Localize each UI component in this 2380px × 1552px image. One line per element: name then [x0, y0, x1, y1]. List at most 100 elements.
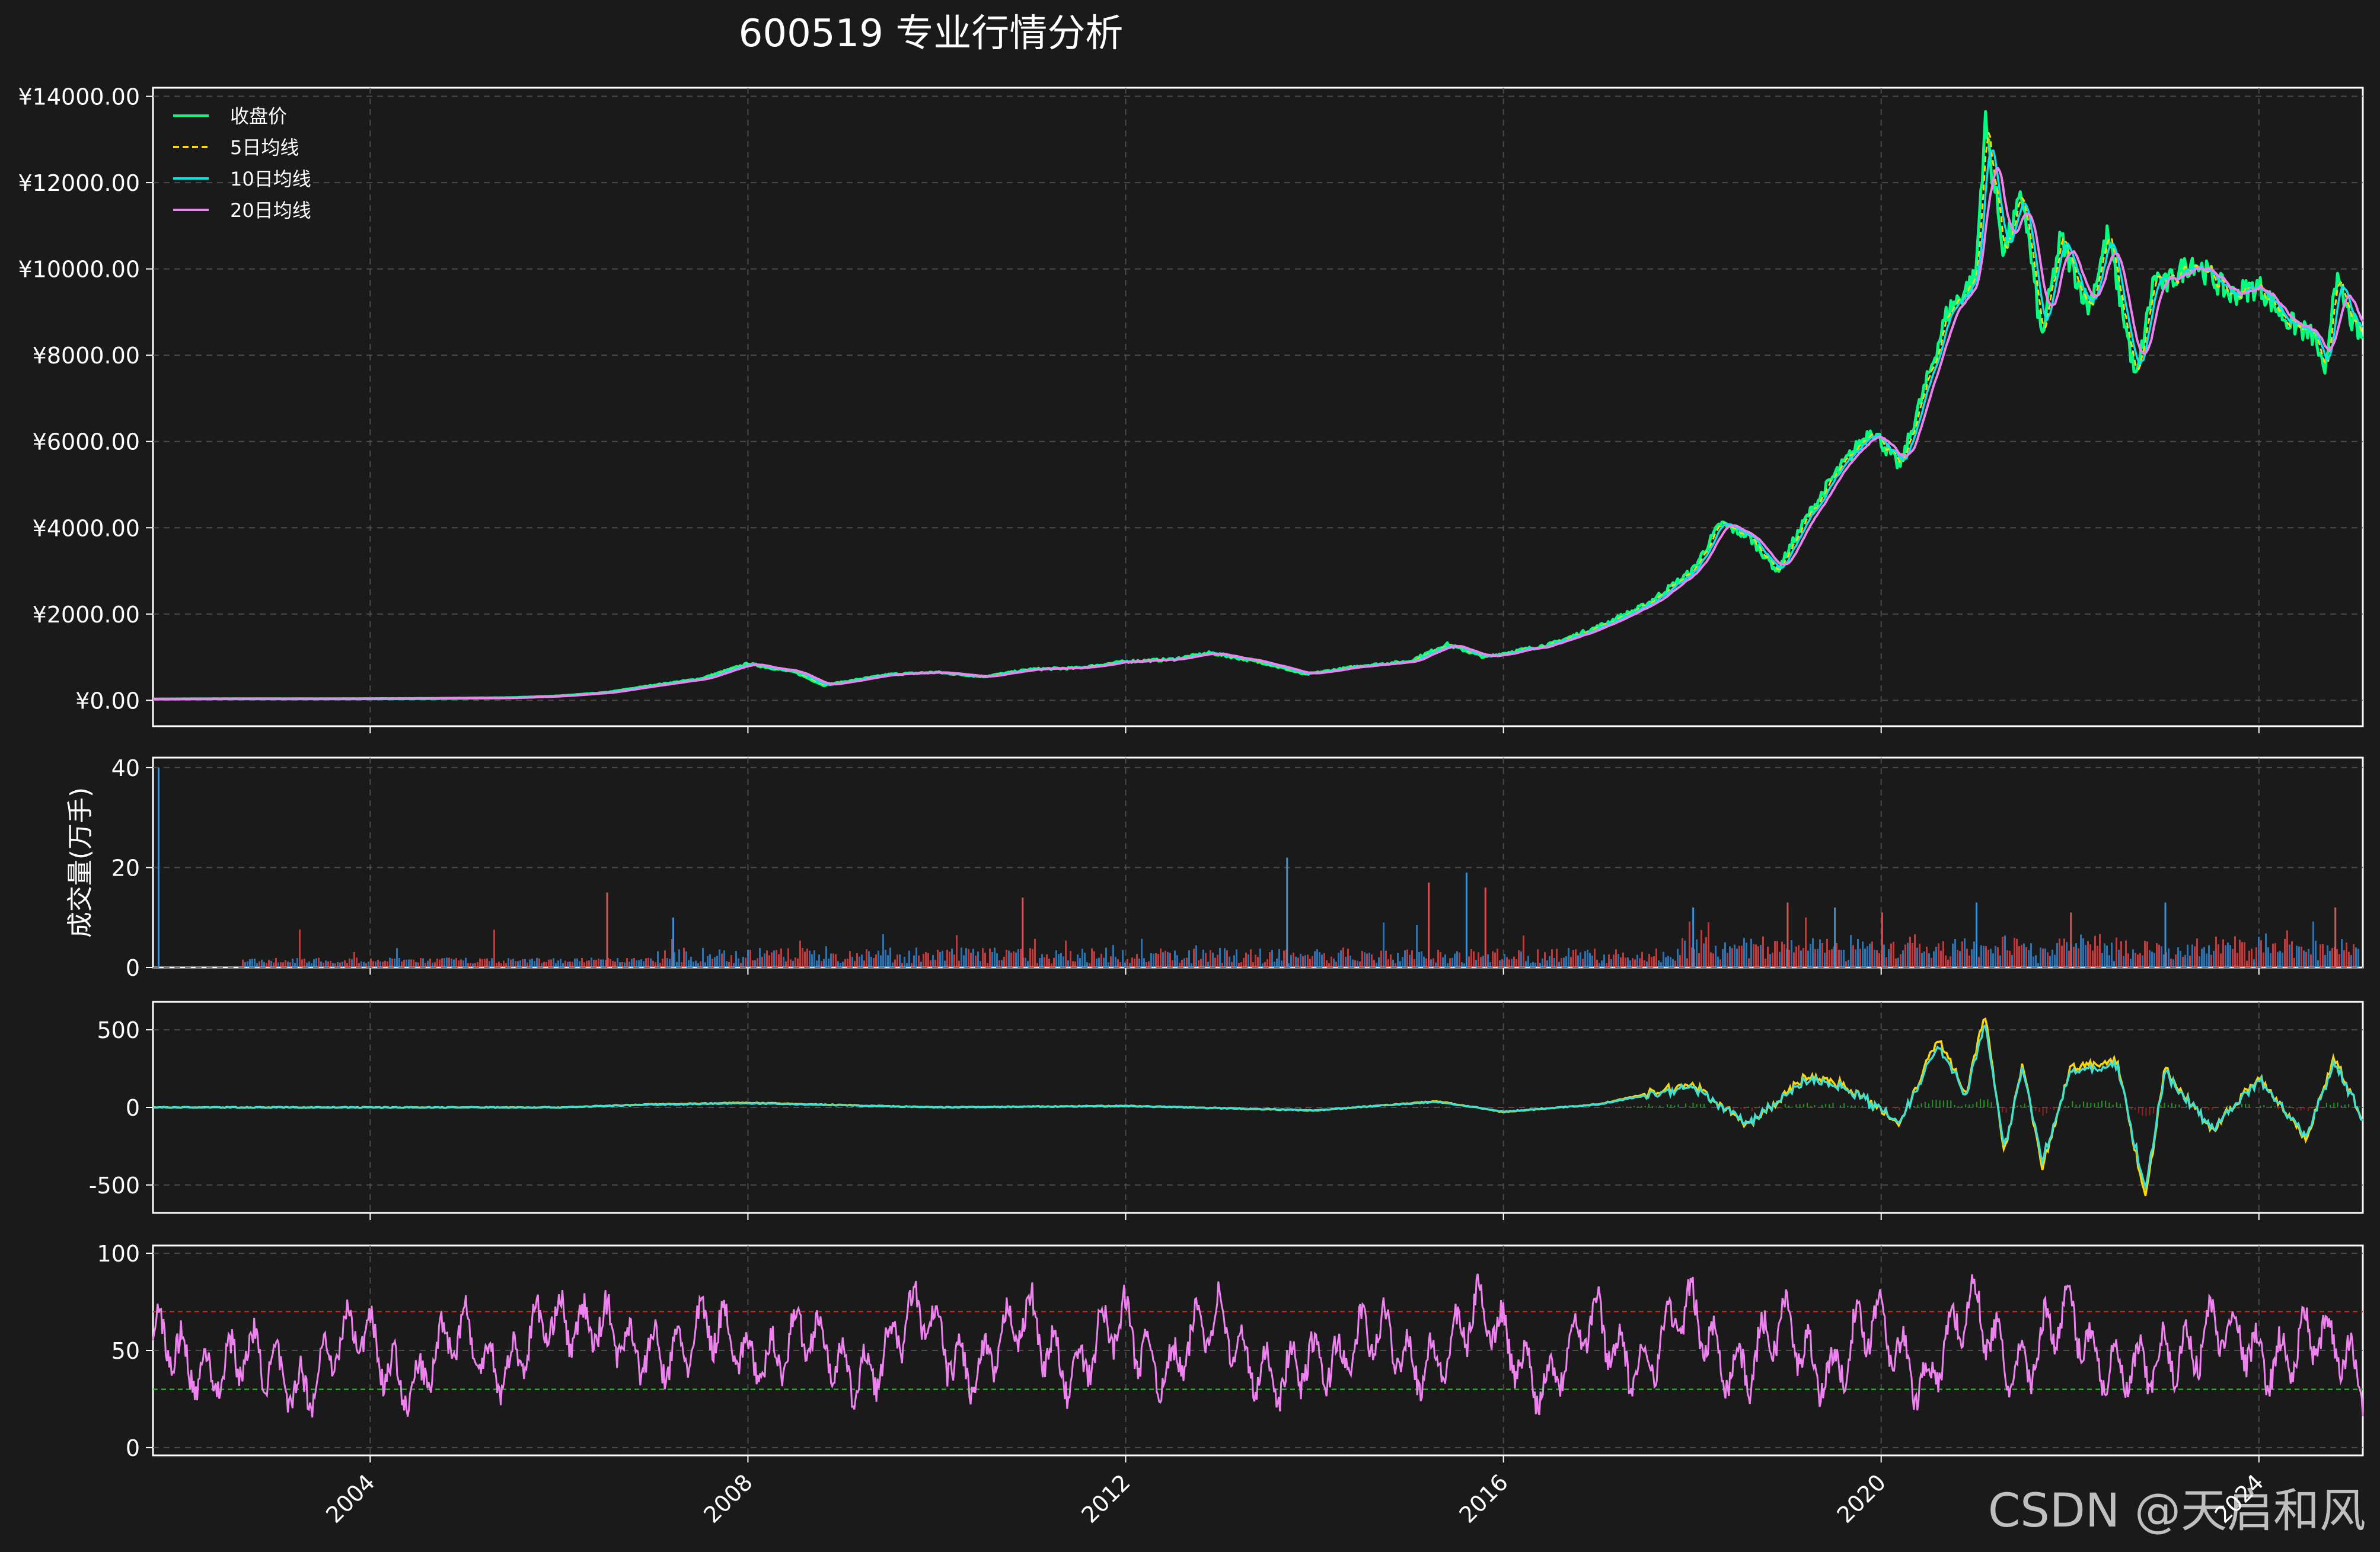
volume-bar: [1148, 961, 1150, 967]
volume-bar: [1079, 958, 1081, 967]
volume-bar: [1188, 950, 1190, 967]
volume-bar: [2258, 937, 2260, 967]
volume-bar: [2068, 950, 2070, 967]
volume-bar: [2120, 941, 2122, 967]
volume-bar: [1743, 938, 1745, 967]
volume-bar: [1992, 953, 1994, 967]
rsi-line: [152, 1273, 2364, 1418]
macd-hist-bar: [1250, 1107, 1252, 1108]
volume-bar: [1563, 957, 1565, 967]
legend-label: 10日均线: [230, 168, 311, 190]
volume-bar: [2040, 947, 2041, 967]
volume-bar: [2203, 947, 2205, 967]
volume-bar: [1098, 957, 1100, 967]
volume-bar: [1793, 952, 1795, 967]
volume-bar: [1150, 953, 1152, 967]
macd-hist-bar: [2248, 1104, 2250, 1107]
volume-bar: [308, 961, 310, 967]
macd-hist-bar: [1862, 1106, 1864, 1107]
volume-bar: [1257, 957, 1259, 967]
volume-bar: [1340, 950, 1342, 967]
macd-hist-bar: [1737, 1107, 1738, 1108]
volume-bar: [773, 950, 775, 967]
volume-bar: [998, 960, 1000, 967]
volume-bar: [330, 960, 331, 967]
volume-spike: [1834, 907, 1836, 967]
volume-bar: [904, 957, 905, 967]
volume-bar: [1385, 950, 1387, 967]
macd-hist-bar: [2311, 1107, 2313, 1109]
volume-bar: [266, 963, 267, 967]
volume-bar: [1511, 959, 1513, 967]
volume-bar: [1682, 938, 1683, 967]
volume-bar: [247, 961, 248, 967]
volume-bar: [1245, 952, 1247, 967]
volume-bar: [813, 950, 815, 967]
volume-bar: [1361, 951, 1363, 967]
macd-hist-bar: [1703, 1104, 1705, 1107]
volume-bar: [1513, 956, 1515, 967]
macd-hist-bar: [2296, 1107, 2298, 1111]
volume-bar: [1791, 940, 1792, 967]
volume-bar: [2270, 953, 2271, 967]
volume-bar: [408, 959, 410, 967]
volume-bar: [863, 960, 865, 967]
volume-bar: [747, 949, 749, 967]
volume-bar: [1354, 960, 1356, 967]
macd-hist-bar: [2263, 1105, 2265, 1107]
volume-bar: [1508, 959, 1510, 967]
macd-hist-bar: [1950, 1100, 1952, 1107]
volume-bar: [1404, 950, 1406, 967]
volume-bar: [553, 958, 554, 967]
volume-bar: [2277, 951, 2279, 967]
volume-bar: [2286, 930, 2288, 967]
macd-hist-bar: [1784, 1104, 1786, 1107]
volume-bar: [1281, 960, 1282, 967]
volume-bar: [358, 963, 360, 967]
volume-bar: [610, 959, 611, 967]
volume-bar: [1584, 951, 1586, 967]
macd-hist-bar: [2164, 1103, 2165, 1107]
volume-bar: [486, 958, 488, 967]
volume-bar: [562, 963, 564, 967]
volume-bar: [1001, 960, 1003, 967]
volume-bar: [2016, 938, 2018, 967]
macd-hist-bar: [1316, 1107, 1318, 1108]
volume-bar: [982, 948, 984, 967]
volume-bar: [370, 958, 372, 967]
volume-bar: [1821, 943, 1823, 967]
volume-bar: [2130, 959, 2132, 967]
volume-bar: [1368, 953, 1370, 967]
volume-bar: [1096, 958, 1098, 967]
volume-bar: [313, 959, 315, 967]
volume-bar: [1134, 958, 1135, 967]
volume-bar: [1473, 951, 1475, 967]
volume-bar: [384, 960, 386, 967]
volume-bar: [617, 957, 618, 967]
volume-bar: [342, 962, 343, 967]
volume-bar: [1954, 938, 1956, 967]
volume-bar: [2106, 946, 2108, 967]
macd-hist-bar: [1814, 1105, 1816, 1107]
volume-bar: [799, 940, 801, 967]
volume-bar: [1010, 952, 1012, 967]
macd-hist-bar: [1670, 1104, 1672, 1107]
volume-bar: [2189, 956, 2191, 967]
volume-bar: [953, 954, 955, 967]
volume-bar: [1978, 957, 1980, 967]
volume-bar: [1025, 957, 1026, 967]
volume-bar: [1138, 958, 1140, 967]
volume-bar: [1278, 949, 1280, 967]
volume-spike: [1428, 882, 1430, 967]
macd-hist-bar: [1829, 1104, 1830, 1107]
volume-bar: [638, 960, 640, 967]
volume-bar: [1456, 951, 1458, 967]
macd-hist-bar: [1714, 1107, 1716, 1109]
volume-spike: [157, 767, 159, 967]
macd-hist-bar: [2348, 1104, 2350, 1107]
volume-bar: [2030, 943, 2032, 967]
volume-bar: [2023, 943, 2025, 967]
volume-bar: [1926, 946, 1928, 967]
volume-bar: [1055, 950, 1057, 967]
volume-bar: [536, 957, 538, 967]
